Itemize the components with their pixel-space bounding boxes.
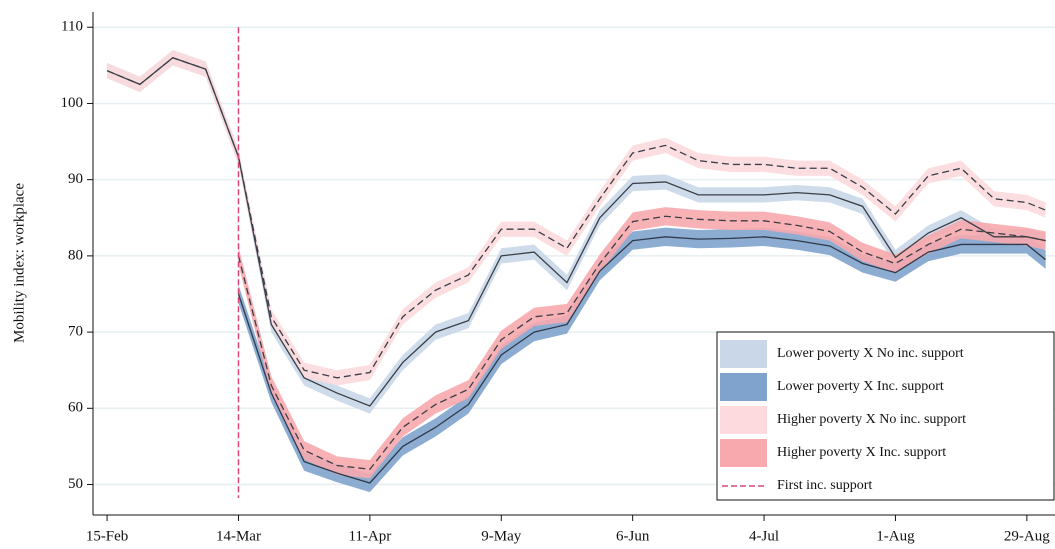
y-tick-label: 80 <box>68 247 83 263</box>
x-tick-label: 6-Jun <box>616 528 650 544</box>
x-tick-label: 29-Aug <box>1004 528 1050 544</box>
x-tick-label: 9-May <box>481 528 521 544</box>
legend: Lower poverty X No inc. support Lower pov… <box>716 331 1055 501</box>
series-line <box>237 215 1046 470</box>
series-line <box>237 236 1047 484</box>
legend-label: First inc. support <box>777 478 872 493</box>
y-tick-label: 70 <box>68 324 83 340</box>
y-tick-label: 60 <box>68 400 83 416</box>
series-line <box>106 56 1046 379</box>
y-tick-label: 110 <box>61 19 83 35</box>
legend-label: Higher poverty X Inc. support <box>777 445 946 460</box>
legend-label: Lower poverty X No inc. support <box>777 346 964 361</box>
x-tick-label: 11-Apr <box>348 528 391 544</box>
x-tick-label: 4-Jul <box>749 528 779 544</box>
legend-label: Higher poverty X No inc. support <box>777 412 966 427</box>
legend-label: Lower poverty X Inc. support <box>777 379 944 394</box>
legend-swatch <box>720 406 767 434</box>
y-tick-label: 50 <box>68 476 83 492</box>
x-tick-label: 1-Aug <box>876 528 915 544</box>
legend-swatch <box>720 340 767 368</box>
confidence-band <box>238 207 1046 479</box>
legend-swatch <box>720 439 767 467</box>
y-tick-label: 100 <box>61 95 84 111</box>
series-line <box>106 56 1046 407</box>
x-tick-label: 14-Mar <box>216 528 261 544</box>
legend-swatch <box>720 373 767 401</box>
legend-box <box>716 331 1055 501</box>
x-tick-label: 15-Feb <box>86 528 129 544</box>
y-axis-label: Mobility index: workplace <box>11 183 27 343</box>
y-tick-label: 90 <box>68 171 83 187</box>
confidence-band <box>238 227 1046 493</box>
